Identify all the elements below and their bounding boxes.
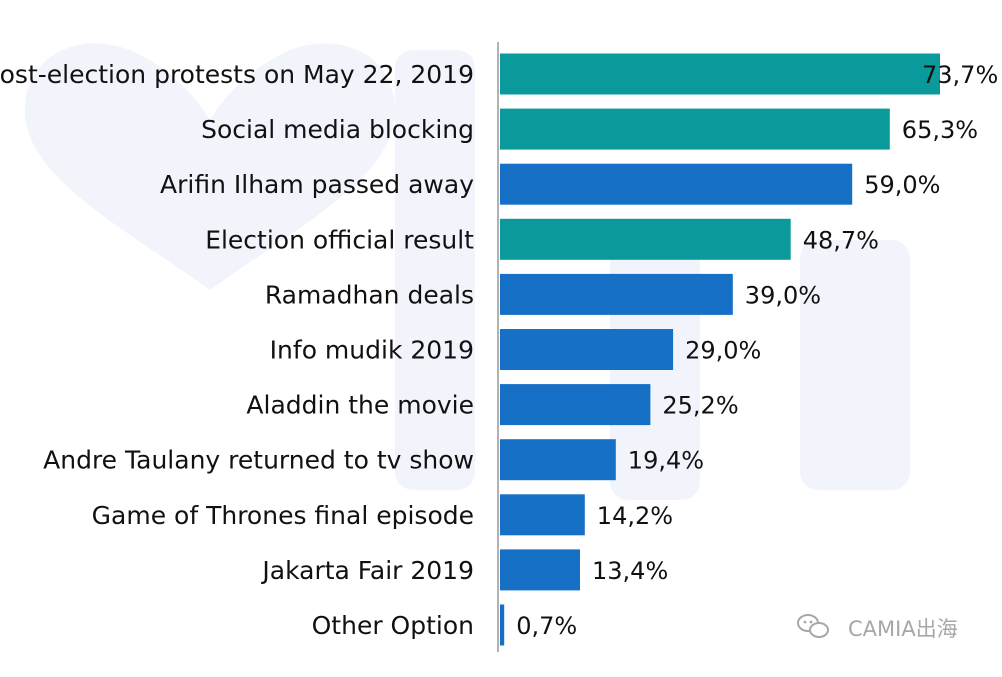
bar [500,494,585,536]
background-logo-watermark [24,43,910,500]
value-label: 25,2% [662,392,738,420]
category-label: Jakarta Fair 2019 [260,556,474,585]
category-label: Election official result [205,225,474,254]
value-label: 65,3% [902,116,978,144]
category-label: Post-election protests on May 22, 2019 [0,60,474,89]
bar [500,218,791,260]
wechat-icon [797,614,829,638]
watermark-text: CAMIA出海 [848,617,958,641]
value-label: 29,0% [685,337,761,365]
category-label: Info mudik 2019 [270,336,474,365]
category-label: Andre Taulany returned to tv show [43,446,474,475]
bar [500,53,940,95]
bar [500,439,616,481]
value-label: 19,4% [628,447,704,475]
value-label: 0,7% [516,612,577,640]
bar [500,163,853,205]
category-label: Social media blocking [201,115,474,144]
value-label: 48,7% [803,226,879,254]
value-label: 13,4% [592,557,668,585]
labels-layer: Post-election protests on May 22, 2019 73… [0,60,998,640]
category-label: Game of Thrones final episode [92,501,474,530]
value-label: 14,2% [597,502,673,530]
value-label: 39,0% [745,281,821,309]
bars-layer [500,53,940,646]
heart-watermark-shape [24,43,396,290]
bar [500,549,580,591]
bar [500,273,733,315]
bar [500,384,651,426]
value-label: 59,0% [864,171,940,199]
bar [500,604,505,646]
category-label: Ramadhan deals [265,280,474,309]
category-label: Aladdin the movie [246,391,474,420]
category-label: Arifin Ilham passed away [160,170,474,199]
bar [500,108,890,150]
value-label: 73,7% [922,61,998,89]
category-label: Other Option [312,611,474,640]
watermark-block-1 [395,50,475,490]
watermark-block-3 [800,240,910,490]
bar [500,329,674,370]
watermark: CAMIA出海 [797,614,958,641]
